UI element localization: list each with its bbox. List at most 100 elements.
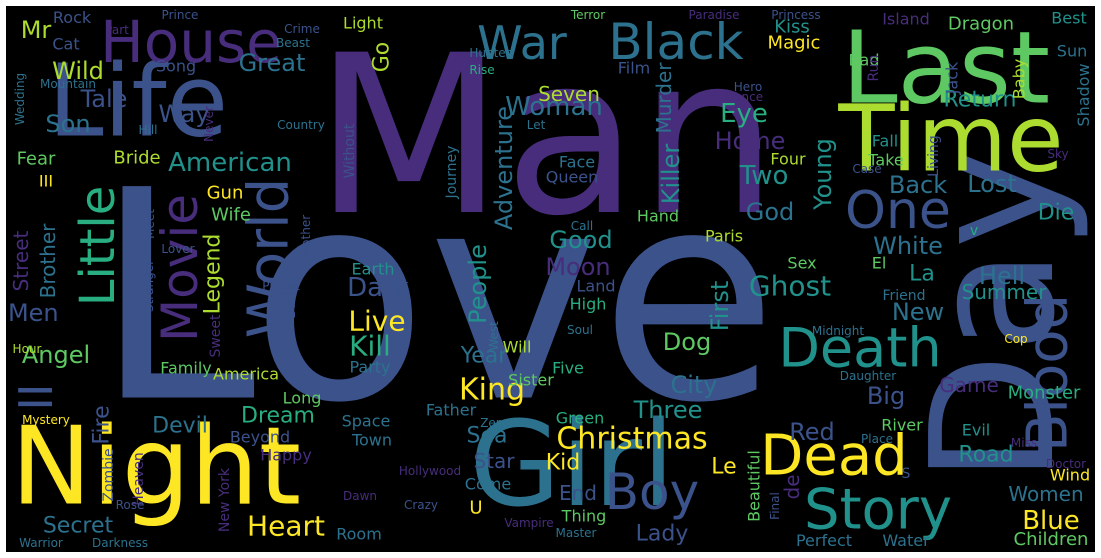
word-road: Road	[958, 443, 1013, 468]
word-soul: Soul	[567, 323, 593, 337]
word-blood: Blood	[1016, 294, 1081, 452]
word-cloud: Love Man Day Girl Night Life Last Time House War B…	[6, 6, 1095, 552]
word-beautiful: Beautiful	[745, 450, 764, 522]
word-angel: Angel	[22, 341, 90, 369]
word-crazy: Crazy	[404, 498, 438, 512]
word-long: Long	[283, 389, 322, 408]
word-zero: Zero	[480, 416, 508, 430]
word-way: Way	[158, 100, 209, 128]
word-mother: Mother	[299, 215, 313, 257]
word-journey: Journey	[444, 146, 460, 200]
word-house: House	[100, 8, 282, 76]
word-moon: Moon	[545, 253, 610, 281]
word-god: God	[746, 198, 795, 226]
word-dawn: Dawn	[343, 489, 377, 503]
word-legend: Legend	[201, 234, 226, 315]
word-fall: Fall	[872, 132, 898, 151]
word-mystery: Mystery	[22, 413, 70, 427]
word-kid: Kid	[546, 451, 581, 476]
word-cop: Cop	[1004, 332, 1027, 346]
word-river: River	[881, 416, 923, 435]
word-three: Three	[633, 396, 703, 424]
word-love: Love	[94, 130, 778, 467]
word-beyond: Beyond	[230, 428, 290, 447]
word-hero: Hero	[734, 80, 762, 94]
word-sweet: Sweet	[208, 314, 224, 358]
word-new: New	[892, 298, 944, 326]
word-boy: Boy	[605, 463, 699, 521]
word-evil: Evil	[962, 421, 990, 440]
word-le: Le	[711, 455, 736, 480]
word-water: Water	[882, 531, 930, 550]
word-last: Last	[842, 10, 1050, 127]
word-blue: Blue	[1022, 506, 1080, 536]
word-la: La	[909, 262, 935, 287]
word-rise: Rise	[469, 63, 494, 77]
word-big: Big	[867, 382, 905, 410]
word-sun: Sun	[1057, 42, 1087, 61]
word-zombie: Zombie	[101, 448, 117, 501]
word-adventure: Adventure	[490, 106, 518, 230]
word-rock: Rock	[53, 8, 92, 27]
word-stranger: Stranger	[142, 260, 156, 312]
word-sea: Sea	[467, 424, 508, 449]
word-baby: Baby	[1010, 59, 1029, 99]
word-iii: III	[39, 172, 53, 191]
word-hell: Hell	[979, 262, 1025, 290]
word-people: People	[464, 244, 492, 324]
word-meet: Meet	[143, 209, 157, 239]
word-v: v	[970, 223, 978, 239]
word-son: Son	[45, 110, 90, 138]
word-dark: Dark	[347, 273, 409, 303]
word-street: Street	[9, 230, 33, 291]
word-movie: Movie	[151, 194, 209, 342]
word-die: Die	[1038, 201, 1075, 226]
word-magic: Magic	[768, 33, 821, 54]
word-vampire: Vampire	[504, 516, 553, 530]
word-dead: Dead	[760, 424, 907, 489]
word-earth: Earth	[352, 260, 395, 279]
word-two: Two	[739, 161, 789, 191]
word-hand: Hand	[637, 207, 679, 226]
word-will: Will	[503, 338, 532, 357]
word-young: Young	[809, 138, 837, 211]
word-paradise: Paradise	[689, 8, 740, 22]
word-black: Black	[608, 13, 743, 71]
word-midnight: Midnight	[812, 324, 864, 338]
word-tale: Tale	[80, 85, 128, 113]
word-song: Song	[156, 57, 196, 76]
word-doctor: Doctor	[1046, 457, 1086, 471]
word-let: Let	[527, 118, 546, 132]
word-dog: Dog	[663, 328, 711, 356]
word-world: World	[237, 178, 302, 338]
word-lady: Lady	[636, 522, 689, 547]
word-kill: Kill	[349, 330, 391, 363]
word-land: Land	[576, 277, 615, 296]
word-hunter: Hunter	[469, 46, 510, 60]
word-town: Town	[351, 431, 392, 450]
word-murder: Murder	[652, 62, 676, 134]
word-queen: Queen	[546, 168, 599, 187]
word-back: Back	[889, 171, 947, 199]
word-family: Family	[160, 359, 211, 378]
word-master: Master	[556, 526, 597, 540]
word-hour: Hour	[13, 342, 42, 356]
word-s: S	[902, 466, 911, 482]
word-home: Home	[715, 127, 786, 155]
word-dream: Dream	[241, 404, 315, 429]
word-warrior: Warrior	[19, 536, 63, 550]
word-ii: II	[9, 383, 63, 410]
word-star: Star	[473, 449, 515, 473]
word-happy: Happy	[260, 446, 312, 465]
word-killer: Killer	[657, 144, 685, 205]
word-princess: Princess	[771, 8, 820, 22]
word-darkness: Darkness	[92, 536, 148, 550]
word-christmas: Christmas	[556, 422, 707, 457]
word-four: Four	[770, 150, 806, 169]
word-lost: Lost	[967, 170, 1017, 198]
word-case: Case	[852, 162, 881, 176]
word-gun: Gun	[207, 183, 244, 204]
word-end: End	[559, 481, 597, 505]
word-women: Women	[1008, 482, 1083, 506]
